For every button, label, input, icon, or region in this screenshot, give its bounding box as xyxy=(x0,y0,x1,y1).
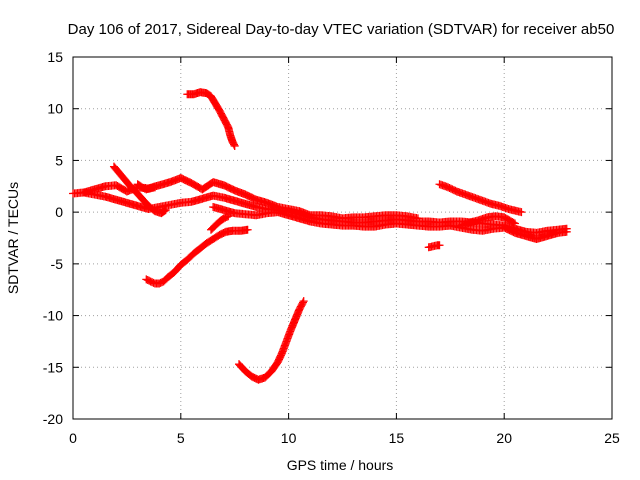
grid-lines xyxy=(73,57,612,419)
series-early-descending xyxy=(109,162,170,218)
x-tick-label: 5 xyxy=(177,430,185,446)
y-tick-label: 10 xyxy=(47,101,63,117)
data-point xyxy=(229,140,238,149)
series-deep-arc xyxy=(235,297,308,384)
series-top-arc xyxy=(183,88,239,150)
data-point xyxy=(435,241,444,250)
x-tick-label: 10 xyxy=(281,430,297,446)
series-isolated-short xyxy=(424,241,444,252)
data-point xyxy=(413,214,422,223)
y-tick-label: -10 xyxy=(43,308,63,324)
data-point xyxy=(243,225,252,234)
data-point xyxy=(150,183,159,192)
x-tick-label: 0 xyxy=(69,430,77,446)
data-point xyxy=(510,219,519,228)
x-tick-label: 15 xyxy=(389,430,405,446)
data-series xyxy=(69,88,571,384)
data-point xyxy=(161,206,170,215)
series-early-small-arc xyxy=(133,180,159,194)
x-axis-label: GPS time / hours xyxy=(287,457,394,473)
data-point xyxy=(222,212,231,221)
y-axis-label: SDTVAR / TECUs xyxy=(5,182,21,294)
x-tick-label: 25 xyxy=(604,430,620,446)
y-tick-label: 0 xyxy=(55,204,63,220)
series-right-descending xyxy=(435,180,526,217)
data-point xyxy=(298,298,307,307)
series-band-upper xyxy=(79,174,422,223)
y-tick-label: 15 xyxy=(47,49,63,65)
series-band-lower xyxy=(209,202,571,244)
axis-ticks xyxy=(72,56,613,420)
tick-labels: 0 5 10 15 20 25 -20 -15 -10 -5 0 5 10 15 xyxy=(43,49,620,446)
series-lower-left-arc xyxy=(142,225,252,288)
y-tick-label: -20 xyxy=(43,411,63,427)
data-point xyxy=(160,206,169,215)
plot-frame xyxy=(72,56,613,420)
x-tick-label: 20 xyxy=(496,430,512,446)
data-point xyxy=(562,227,571,236)
data-point xyxy=(299,297,308,306)
series-right-lower-segment xyxy=(457,212,519,230)
y-tick-label: -5 xyxy=(51,256,64,272)
data-point xyxy=(224,212,233,221)
y-tick-label: 5 xyxy=(55,152,63,168)
y-tick-label: -15 xyxy=(43,359,63,375)
data-point xyxy=(230,141,239,150)
data-point xyxy=(517,208,526,217)
chart-title: Day 106 of 2017, Sidereal Day-to-day VTE… xyxy=(68,21,615,38)
series-lower-branch xyxy=(206,212,233,234)
data-point xyxy=(509,218,518,227)
